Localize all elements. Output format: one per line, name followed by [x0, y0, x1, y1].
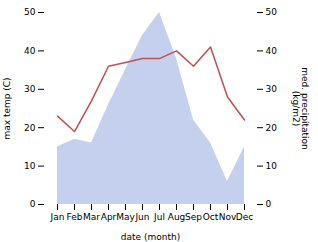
svg-text:Apr: Apr — [101, 212, 117, 222]
svg-text:Dec: Dec — [236, 212, 253, 222]
svg-text:Jul: Jul — [153, 212, 165, 222]
svg-text:med. precipitation(kg/m2): med. precipitation(kg/m2) — [291, 67, 310, 149]
svg-text:max temp (C): max temp (C) — [2, 77, 12, 139]
svg-text:10: 10 — [266, 161, 278, 171]
svg-text:20: 20 — [266, 123, 278, 133]
svg-text:40: 40 — [266, 46, 278, 56]
svg-text:Jun: Jun — [134, 212, 149, 222]
svg-text:50: 50 — [24, 7, 36, 17]
svg-text:Jan: Jan — [50, 212, 65, 222]
svg-text:Aug: Aug — [168, 212, 186, 222]
svg-text:0: 0 — [266, 199, 272, 209]
svg-text:date (month): date (month) — [121, 232, 180, 242]
svg-text:20: 20 — [24, 123, 36, 133]
svg-text:50: 50 — [266, 7, 278, 17]
svg-text:Feb: Feb — [67, 212, 83, 222]
svg-text:40: 40 — [24, 46, 36, 56]
svg-text:10: 10 — [24, 161, 36, 171]
svg-text:30: 30 — [266, 84, 278, 94]
svg-text:Sep: Sep — [185, 212, 202, 222]
svg-text:May: May — [116, 212, 135, 222]
svg-text:Oct: Oct — [203, 212, 219, 222]
svg-text:Nov: Nov — [219, 212, 237, 222]
svg-text:30: 30 — [24, 84, 36, 94]
svg-text:Mar: Mar — [83, 212, 100, 222]
svg-text:0: 0 — [30, 199, 36, 209]
